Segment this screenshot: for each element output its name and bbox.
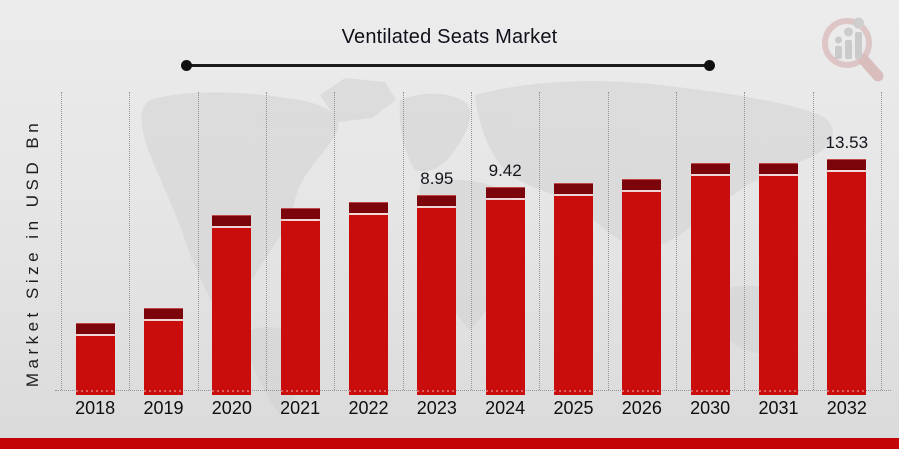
grid-line <box>744 92 746 390</box>
bar-cap-divider <box>212 226 252 228</box>
x-axis-baseline <box>55 390 891 391</box>
chart-title: Ventilated Seats Market <box>341 26 558 48</box>
bar-2019 <box>144 308 183 395</box>
grid-line <box>402 92 404 390</box>
bar-2018 <box>75 323 115 395</box>
bar-2020 <box>212 215 252 395</box>
bar-value-label-2032: 13.53 <box>825 133 869 152</box>
grid-line <box>197 92 199 390</box>
bar-cap <box>827 159 867 170</box>
grid-line <box>812 92 814 390</box>
brand-logo <box>822 17 884 82</box>
bar-body <box>75 336 115 395</box>
bar-cap <box>75 323 115 334</box>
title-underline <box>187 64 709 67</box>
bar-2032: 13.53 <box>826 133 868 395</box>
x-axis-label-2022: 2022 <box>348 398 389 418</box>
x-axis-label-2018: 2018 <box>75 398 116 418</box>
bar-cap-divider <box>759 174 798 176</box>
bar-cap <box>759 163 798 174</box>
x-axis-label-2021: 2021 <box>280 398 321 418</box>
footer-stripe <box>0 438 899 449</box>
bar-cap-divider <box>622 190 662 192</box>
bar-cap-divider <box>827 170 867 172</box>
bar-value-label-2023: 8.95 <box>420 169 454 188</box>
bar-cap <box>144 308 183 319</box>
bar-2026 <box>622 179 662 395</box>
bar-2024: 9.42 <box>485 161 525 395</box>
bar-cap-divider <box>144 319 183 321</box>
bar-cap <box>485 187 525 198</box>
x-axis-label-2020: 2020 <box>211 398 252 418</box>
bar-cap <box>280 208 320 219</box>
bar-cap <box>690 163 730 174</box>
x-axis: 2018 2019 2020 2021 2022 2023 2024 2025 2026 2030… <box>61 398 882 424</box>
grid-line <box>881 92 882 390</box>
x-axis-label-2026: 2026 <box>621 398 662 418</box>
grid-line <box>61 92 62 390</box>
grid-line <box>539 92 541 390</box>
bar-cap-divider <box>75 334 115 336</box>
grid-line <box>334 92 336 390</box>
bar-2030 <box>690 163 730 395</box>
bar-cap <box>212 215 252 226</box>
grid-line <box>676 92 677 390</box>
bar-body <box>690 176 730 395</box>
grid-line <box>471 92 472 390</box>
bar-2025 <box>554 183 593 395</box>
x-axis-label-2019: 2019 <box>143 398 184 418</box>
grid-line <box>607 92 609 390</box>
bar-cap <box>554 183 593 194</box>
bar-body <box>144 321 183 395</box>
x-axis-label-2024: 2024 <box>485 398 526 418</box>
bar-cap-divider <box>554 194 593 196</box>
y-axis-label: Market Size in USD Bn <box>23 118 42 388</box>
grid-line <box>266 92 267 390</box>
bar-body <box>827 172 867 395</box>
bar-body <box>280 221 320 395</box>
x-axis-label-2030: 2030 <box>690 398 731 418</box>
x-axis-label-2032: 2032 <box>826 398 867 418</box>
bar-body <box>349 215 388 395</box>
x-axis-label-2023: 2023 <box>416 398 457 418</box>
x-axis-label-2031: 2031 <box>758 398 799 418</box>
bar-cap <box>622 179 662 190</box>
bar-body <box>212 228 252 395</box>
bar-2022 <box>349 202 388 395</box>
bar-value-label-2024: 9.42 <box>488 161 522 180</box>
bar-body <box>417 208 457 395</box>
underline-left-dot <box>181 60 192 71</box>
bar-cap-divider <box>349 213 388 215</box>
bar-cap-divider <box>280 219 320 221</box>
grid-line <box>129 92 131 390</box>
x-axis-label-2025: 2025 <box>553 398 594 418</box>
bar-body <box>759 176 798 395</box>
bar-2023: 8.95 <box>417 169 457 395</box>
bar-body <box>622 192 662 395</box>
magnifier-bar-chart-icon <box>822 17 884 82</box>
bar-2021 <box>280 208 320 395</box>
bar-body <box>554 196 593 395</box>
bar-cap <box>349 202 388 213</box>
bar-cap-divider <box>485 198 525 200</box>
bar-cap <box>417 195 457 206</box>
plot-area: 8.95 9.42 13.53 <box>61 92 882 395</box>
bar-body <box>485 200 525 395</box>
bar-2031 <box>759 163 798 395</box>
underline-right-dot <box>704 60 715 71</box>
bar-cap-divider <box>690 174 730 176</box>
bar-cap-divider <box>417 206 457 208</box>
